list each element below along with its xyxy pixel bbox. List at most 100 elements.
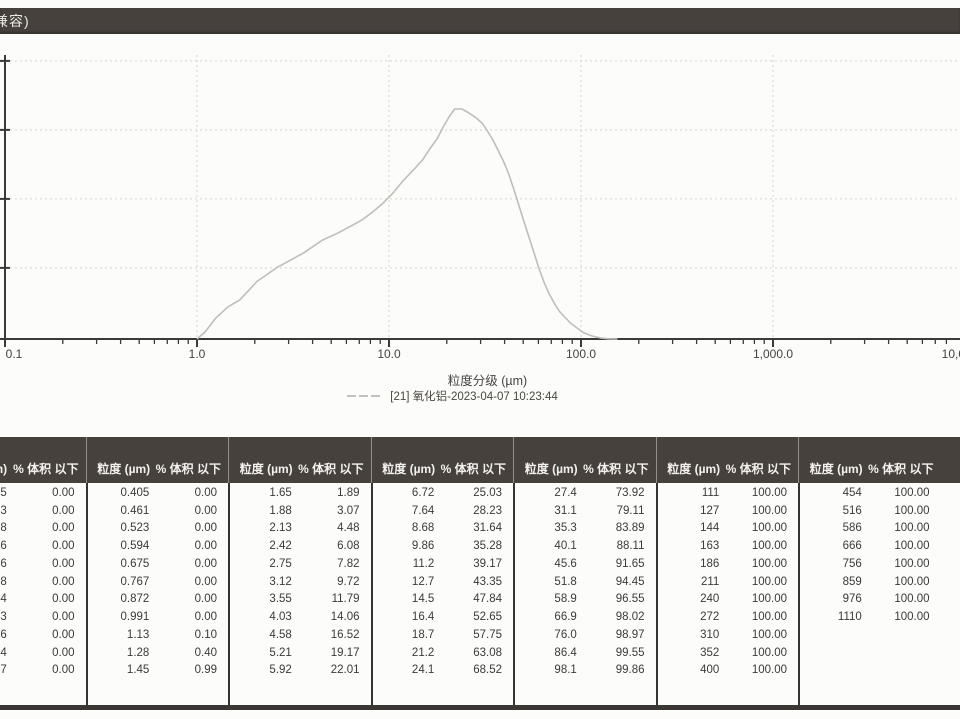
- size-cell: 0.767: [120, 575, 150, 588]
- pct-cell: 83.89: [615, 522, 645, 535]
- size-cell: 186: [700, 557, 720, 570]
- pct-cell: 0.00: [52, 593, 75, 606]
- x-tick-label: 0.1: [6, 347, 23, 361]
- pct-cell: 63.08: [473, 646, 502, 659]
- size-cell: 127: [700, 504, 720, 517]
- size-cell: 1.13: [126, 628, 150, 641]
- pct-cell: 11.79: [331, 593, 360, 606]
- pct-cell: 28.23: [473, 504, 502, 517]
- pct-cell: 100.00: [751, 504, 787, 517]
- size-cell: 0.357: [0, 664, 7, 677]
- table-row: 1.65 1.89: [230, 484, 371, 502]
- pct-cell: 91.65: [615, 557, 645, 570]
- pct-cell: 100.00: [751, 593, 787, 606]
- size-cell: 5.21: [269, 646, 292, 659]
- pct-column-header: % 体积 以下: [298, 462, 364, 476]
- pct-cell: 100.00: [894, 504, 930, 517]
- pct-cell: 0.00: [194, 593, 217, 606]
- table-row: 27.4 73.92: [515, 484, 656, 502]
- size-cell: 8.68: [411, 522, 435, 535]
- header-group: 粒度 (µm) % 体积 以下: [370, 437, 514, 483]
- pct-cell: 99.55: [615, 646, 645, 659]
- table-row: 0.0995 0.00: [0, 484, 86, 502]
- table-row: 586 100.00: [800, 520, 941, 538]
- table-row: 86.4 99.55: [515, 644, 656, 662]
- table-row: 0.314 0.00: [0, 644, 86, 662]
- size-cell: 400: [700, 664, 720, 677]
- table-row: 976 100.00: [800, 591, 941, 609]
- pct-column-header: % 体积 以下: [440, 462, 506, 476]
- size-column-header: 粒度 (µm): [524, 462, 578, 476]
- size-cell: 666: [842, 540, 862, 553]
- size-cell: 66.9: [554, 611, 577, 624]
- table-row: 1.45 0.99: [88, 662, 229, 680]
- pct-cell: 3.07: [337, 504, 360, 517]
- size-cell: 0.314: [0, 646, 7, 659]
- table-row: 1.88 3.07: [230, 502, 371, 520]
- table-row: 0.113 0.00: [0, 502, 86, 520]
- size-cell: 976: [842, 593, 862, 606]
- size-cell: 1.45: [126, 664, 150, 677]
- pct-column-header: % 体积 以下: [725, 462, 791, 476]
- legend-line-swatch: [347, 395, 384, 397]
- table-row: 51.8 94.45: [515, 573, 656, 591]
- size-cell: 18.7: [411, 628, 435, 641]
- table-row: 0.214 0.00: [0, 591, 86, 609]
- table-row: 666 100.00: [800, 537, 941, 555]
- table-row: 2.13 4.48: [230, 520, 371, 538]
- size-cell: 5.92: [269, 664, 292, 677]
- table-row: 4.03 14.06: [230, 608, 371, 626]
- size-cell: 3.55: [269, 593, 292, 606]
- table-row: 186 100.00: [658, 555, 799, 573]
- size-cell: 0.188: [0, 575, 7, 588]
- table-row: 163 100.00: [658, 537, 799, 555]
- distribution-curve: [196, 108, 618, 340]
- pct-cell: 7.82: [337, 557, 360, 570]
- table-row: 2.75 7.82: [230, 555, 371, 573]
- table-row: 8.68 31.64: [373, 520, 514, 538]
- table-row: 45.6 91.65: [515, 555, 656, 573]
- table-row: 127 100.00: [658, 502, 799, 520]
- pct-cell: 0.00: [194, 486, 217, 499]
- size-cell: 0.276: [0, 628, 7, 641]
- header-group: 粒度 (µm) % 体积 以下: [798, 437, 941, 483]
- table-row: 1.28 0.40: [88, 644, 229, 662]
- table-row: 98.1 99.86: [515, 662, 656, 680]
- table-row: 9.86 35.28: [373, 537, 514, 555]
- pct-cell: 0.00: [194, 611, 217, 624]
- table-row: 31.1 79.11: [515, 502, 656, 520]
- table-row: 516 100.00: [800, 502, 941, 520]
- x-tick-label: 1,000.0: [753, 347, 793, 361]
- size-cell: 2.75: [269, 557, 292, 570]
- table-column-group: 6.72 25.03 7.64 28.23 8.68 31.64 9.86 35.28 11.2…: [370, 483, 514, 705]
- window-title-bar: 兼容): [0, 8, 960, 34]
- pct-cell: 0.00: [52, 504, 75, 517]
- size-column-header: 粒度 (µm): [382, 462, 436, 476]
- table-row: 0.991 0.00: [88, 608, 229, 626]
- size-cell: 0.166: [0, 557, 7, 570]
- pct-column-header: % 体积 以下: [583, 462, 649, 476]
- pct-cell: 0.00: [52, 486, 75, 499]
- table-row: 0.166 0.00: [0, 555, 86, 573]
- pct-cell: 25.03: [473, 486, 502, 499]
- pct-cell: 0.00: [52, 611, 75, 624]
- header-group: 粒度 (µm) % 体积 以下: [655, 437, 799, 483]
- size-cell: 0.405: [120, 486, 150, 499]
- size-cell: 11.2: [412, 557, 435, 570]
- size-column-header: 粒度 (µm): [0, 462, 8, 476]
- table-row: 24.1 68.52: [373, 662, 514, 680]
- pct-cell: 19.17: [330, 646, 360, 659]
- pct-column-header: % 体积 以下: [13, 462, 79, 476]
- table-column-group: 27.4 73.92 31.1 79.11 35.3 83.89 40.1 88.11 45.6…: [513, 483, 656, 705]
- table-row: 859 100.00: [800, 573, 941, 591]
- pct-cell: 6.08: [337, 540, 360, 553]
- size-cell: 24.1: [411, 664, 435, 677]
- pct-cell: 79.11: [616, 504, 645, 517]
- size-cell: 0.128: [0, 522, 7, 535]
- header-group: 粒度 (µm) % 体积 以下: [0, 437, 86, 483]
- table-row: 211 100.00: [658, 573, 799, 591]
- table-row: 14.5 47.84: [373, 591, 514, 609]
- table-row: 5.92 22.01: [230, 662, 371, 680]
